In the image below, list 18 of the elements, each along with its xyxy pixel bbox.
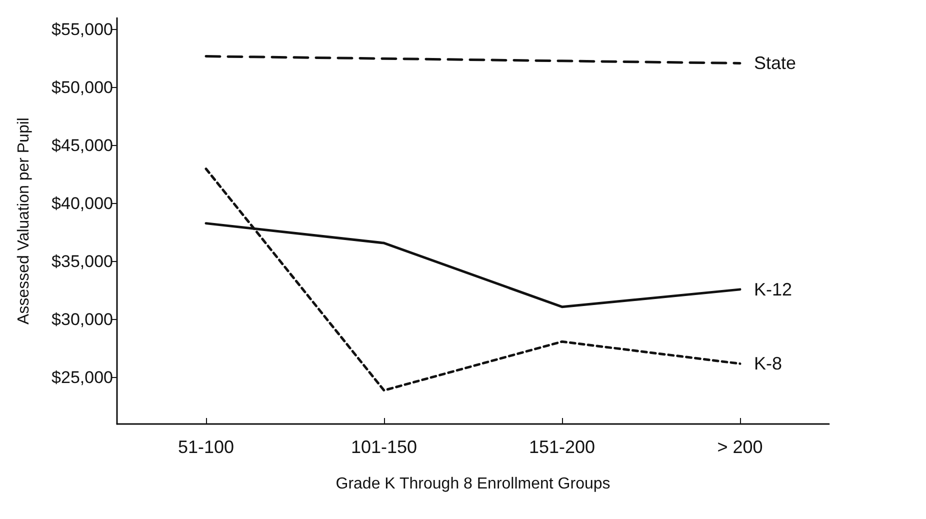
series-label: State xyxy=(754,53,796,74)
x-tick-label: > 200 xyxy=(717,437,763,457)
y-tick-label: $30,000 xyxy=(52,310,113,330)
y-tick-label: $50,000 xyxy=(52,78,113,98)
series-label: K-12 xyxy=(754,279,792,300)
x-tick-label: 151-200 xyxy=(528,437,596,457)
x-tick-label: 101-150 xyxy=(350,437,418,457)
series-label: K-8 xyxy=(754,354,782,374)
y-tick-label: $40,000 xyxy=(52,194,113,214)
y-tick-label: $35,000 xyxy=(52,252,113,272)
x-axis-title: Grade K Through 8 Enrollment Groups xyxy=(336,476,610,492)
x-tick-label: 51-100 xyxy=(178,437,234,457)
line-series xyxy=(204,168,742,392)
y-tick-label: $55,000 xyxy=(52,20,113,40)
y-tick-label: $25,000 xyxy=(52,368,113,388)
y-tick-label: $45,000 xyxy=(52,136,113,156)
y-axis-title: Assessed Valuation per Pupil xyxy=(16,118,32,324)
line-series xyxy=(204,55,742,64)
